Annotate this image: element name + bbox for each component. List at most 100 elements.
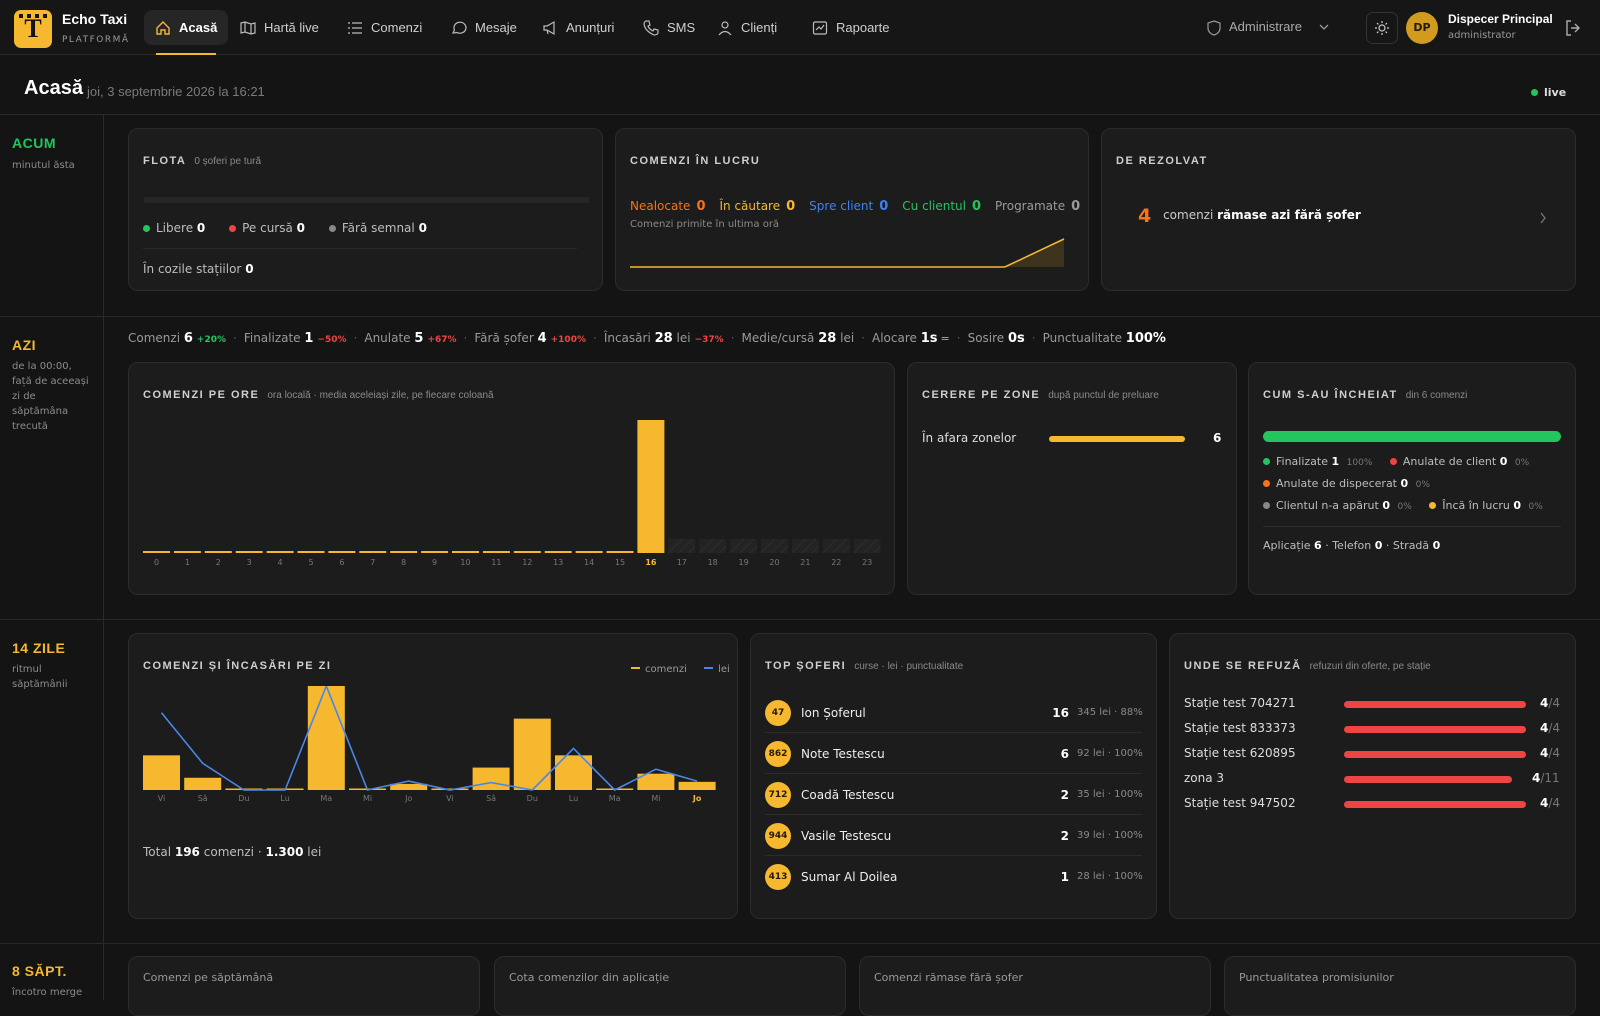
driver-trips: 6 bbox=[1060, 747, 1069, 761]
refusal-station: zona 3 bbox=[1184, 771, 1225, 785]
section-label-8weeks: 8 SĂPT. bbox=[12, 963, 67, 979]
logout-icon[interactable] bbox=[1564, 19, 1582, 37]
driver-trips: 1 bbox=[1060, 870, 1069, 884]
driver-id-badge: 944 bbox=[765, 823, 791, 849]
hour-bar bbox=[143, 551, 170, 553]
refusals-card: UNDE SE REFUZĂ refuzuri din oferte, pe st… bbox=[1169, 633, 1576, 919]
hour-bar bbox=[482, 551, 510, 553]
nav-item-home[interactable]: Acasă bbox=[144, 10, 229, 55]
order-status-item: Spre client 0 bbox=[809, 199, 889, 214]
divider bbox=[0, 619, 1600, 620]
day-tick: Vi bbox=[158, 794, 166, 803]
orders-in-progress-card: COMENZI ÎN LUCRU Nealocate 0 În căutare 0 Sp… bbox=[615, 128, 1089, 291]
nav-item-announcements[interactable]: Anunțuri bbox=[531, 10, 625, 45]
future-hour-bar bbox=[761, 539, 788, 553]
nav-item-clients[interactable]: Clienți bbox=[706, 10, 788, 45]
today-stats-strip: Comenzi 6 +20% · Finalizate 1 −50% · Anulate 5… bbox=[128, 331, 1166, 346]
refusal-station: Stație test 620895 bbox=[1184, 746, 1296, 760]
nav-item-live-map[interactable]: Hartă live bbox=[229, 10, 330, 45]
divider bbox=[0, 943, 1600, 944]
future-hour-bar bbox=[791, 539, 819, 553]
daily-total: Total 196 comenzi · 1.300 lei bbox=[143, 845, 322, 859]
hour-tick: 6 bbox=[339, 558, 344, 567]
card-title: COMENZI ȘI ÎNCASĂRI PE ZI bbox=[143, 660, 332, 672]
daily-chart: Vi Sâ Du Lu Ma Mi Jo Vi Sâ Du Lu Ma Mi Jo bbox=[143, 686, 716, 803]
driver-name[interactable]: Ion Șoferul bbox=[801, 706, 866, 720]
nav-item-orders[interactable]: Comenzi bbox=[336, 10, 433, 45]
hour-tick: 8 bbox=[401, 558, 406, 567]
chevron-right-icon[interactable] bbox=[1539, 212, 1547, 224]
user-role: administrator bbox=[1448, 30, 1516, 41]
theme-toggle[interactable] bbox=[1366, 12, 1398, 44]
day-tick: Vi bbox=[446, 794, 454, 803]
day-tick: Du bbox=[527, 794, 538, 803]
future-hour-hatch bbox=[853, 538, 882, 554]
daily-orders-card: COMENZI ȘI ÎNCASĂRI PE ZI comenzi lei Vi… bbox=[128, 633, 738, 919]
resolve-line: 4 comenzi rămase azi fără șofer bbox=[1138, 205, 1361, 227]
driver-name[interactable]: Coadă Testescu bbox=[801, 788, 895, 802]
nav-label: Anunțuri bbox=[566, 20, 615, 35]
nav-item-messages[interactable]: Mesaje bbox=[440, 10, 528, 45]
day-bar bbox=[184, 777, 222, 790]
order-status-item: În căutare 0 bbox=[719, 199, 796, 214]
refusal-count: 4/4 bbox=[1540, 696, 1561, 710]
top-bar: T Echo Taxi PLATFORMĂ Acasă Hartă live C… bbox=[0, 0, 1600, 55]
driver-name[interactable]: Sumar Al Doilea bbox=[801, 870, 898, 884]
nav-label: Acasă bbox=[179, 20, 218, 35]
outcome-card: CUM S-AU ÎNCHEIAT din 6 comenzi Finalizat… bbox=[1248, 362, 1576, 595]
sparkline-area bbox=[630, 239, 1064, 267]
today-stat: Sosire 0s bbox=[967, 331, 1025, 346]
order-sources: Aplicație 6 · Telefon 0 · Stradă 0 bbox=[1263, 539, 1441, 552]
driver-trips: 2 bbox=[1060, 788, 1069, 802]
weekly-card: Cota comenzilor din aplicație bbox=[494, 956, 846, 1016]
hour-bar bbox=[328, 551, 356, 553]
day-tick: Du bbox=[238, 794, 249, 803]
hour-bar bbox=[390, 551, 418, 553]
outcome-bar bbox=[1263, 431, 1561, 442]
hour-tick: 2 bbox=[216, 558, 221, 567]
to-resolve-card[interactable]: DE REZOLVAT 4 comenzi rămase azi fără șo… bbox=[1101, 128, 1576, 291]
page-title: Acasă bbox=[24, 77, 83, 99]
nav-label: Hartă live bbox=[264, 20, 319, 35]
card-title: TOP ȘOFERI curse · lei · punctualitate bbox=[765, 660, 964, 672]
card-title: Comenzi rămase fără șofer bbox=[874, 971, 1023, 984]
card-title: Cota comenzilor din aplicație bbox=[509, 971, 670, 984]
refusal-station: Stație test 833373 bbox=[1184, 721, 1296, 735]
outcome-row: Finalizate 1 100% Anulate de client 0 0% bbox=[1263, 455, 1529, 468]
resolve-count: 4 bbox=[1138, 205, 1152, 227]
day-tick: Jo bbox=[692, 794, 702, 803]
day-tick: Ma bbox=[320, 794, 332, 803]
avatar[interactable]: DP bbox=[1406, 12, 1438, 44]
day-bar bbox=[143, 755, 180, 790]
sun-icon bbox=[1375, 21, 1389, 35]
zone-bar bbox=[1049, 436, 1185, 442]
admin-menu[interactable]: Administrare bbox=[1229, 19, 1302, 34]
driver-name[interactable]: Vasile Testescu bbox=[801, 829, 892, 843]
hour-tick: 15 bbox=[615, 558, 625, 567]
section-label-now: ACUM bbox=[12, 135, 56, 151]
zones-card: CERERE PE ZONE după punctul de preluare Î… bbox=[907, 362, 1237, 595]
orders-sparkline bbox=[630, 238, 1065, 268]
driver-meta: 28 lei · 100% bbox=[1077, 871, 1143, 882]
driver-name[interactable]: Note Testescu bbox=[801, 747, 885, 761]
day-bar bbox=[307, 686, 345, 790]
nav-item-reports[interactable]: Rapoarte bbox=[801, 10, 900, 45]
today-stat: Finalizate 1 −50% bbox=[243, 331, 347, 346]
future-hour-bar bbox=[699, 539, 727, 553]
section-label-14days: 14 ZILE bbox=[12, 640, 66, 656]
hour-tick: 21 bbox=[800, 558, 810, 567]
today-stat: Comenzi 6 +20% bbox=[128, 331, 226, 346]
future-hour-hatch bbox=[698, 538, 727, 554]
chevron-down-icon[interactable] bbox=[1319, 23, 1329, 31]
driver-meta: 35 lei · 100% bbox=[1077, 789, 1143, 800]
section-sub-today: de la 00:00, față de aceeași zi de săptă… bbox=[12, 361, 89, 432]
hour-tick: 13 bbox=[553, 558, 563, 567]
nav-item-sms[interactable]: SMS bbox=[632, 10, 706, 45]
hourly-chart: 0 1 2 3 4 5 6 7 8 9 10 11 12 13 14 15 16 17 18 19 20 21 22 23 bbox=[143, 420, 882, 567]
refusal-count: 4/4 bbox=[1540, 721, 1561, 735]
hour-tick: 0 bbox=[154, 558, 159, 567]
hour-tick: 10 bbox=[460, 558, 470, 567]
map-icon bbox=[240, 20, 256, 35]
section-sub-8weeks: încotro merge bbox=[12, 987, 83, 998]
taxi-logo-icon[interactable]: T bbox=[14, 10, 52, 48]
